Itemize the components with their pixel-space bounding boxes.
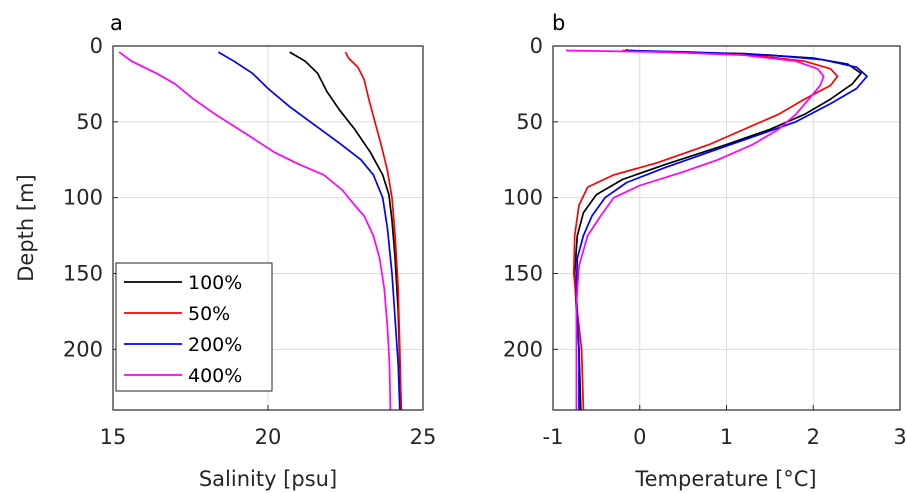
panel-a-salinity: 15 20 25 0 50 100 150 200 a Salinity [psu] Dept… [14, 11, 436, 491]
panel-b-series-50pct [572, 49, 839, 411]
panel-a-ytick-label: 0 [90, 34, 103, 58]
legend-label-100pct: 100% [188, 272, 242, 294]
panel-b-ticks: -1 0 1 2 3 0 50 100 150 200 [503, 34, 907, 449]
panel-b-xtick-label: 1 [720, 425, 733, 449]
panel-a-ylabel: Depth [m] [14, 174, 38, 281]
panel-b-xtick-label: 0 [633, 425, 646, 449]
panel-b-series-200pct [575, 49, 868, 410]
panel-a-ytick-label: 100 [63, 186, 103, 210]
panel-a-letter: a [110, 11, 123, 35]
panel-a-ytick-label: 50 [76, 110, 103, 134]
panel-a-series [118, 51, 403, 411]
legend-items: 100% 50% 200% 400% [124, 272, 242, 387]
panel-b-xtick-label: -1 [543, 425, 564, 449]
panel-a-ytick-label: 200 [63, 337, 103, 361]
panel-a-ticks: 15 20 25 0 50 100 150 200 [63, 34, 436, 449]
panel-b-xtick-label: 3 [893, 425, 906, 449]
panel-b-ytick-label: 150 [503, 262, 543, 286]
panel-b-ytick-label: 50 [516, 110, 543, 134]
legend-label-400pct: 400% [188, 365, 242, 387]
legend: 100% 50% 200% 400% [115, 262, 273, 392]
panel-b-ytick-label: 0 [530, 34, 543, 58]
panel-a-xtick-label: 20 [255, 425, 282, 449]
panel-b-series-400pct [565, 49, 825, 410]
panel-a-xtick-label: 25 [410, 425, 437, 449]
panel-b-ytick-label: 100 [503, 186, 543, 210]
panel-a-xtick-label: 15 [100, 425, 127, 449]
panel-a-series-50pct [344, 51, 403, 411]
panel-b-temperature: -1 0 1 2 3 0 50 100 150 200 b Temperature [°C] [503, 11, 907, 491]
panel-b-letter: b [552, 11, 565, 35]
legend-label-200pct: 200% [188, 334, 242, 356]
legend-label-50pct: 50% [188, 303, 230, 325]
panel-a-series-400pct [118, 51, 392, 411]
panel-b-series [565, 49, 868, 411]
panel-b-ytick-label: 200 [503, 337, 543, 361]
legend-box [115, 262, 273, 392]
panel-a-series-100pct [289, 51, 403, 411]
panel-a-xlabel: Salinity [psu] [199, 467, 337, 491]
panel-b-xlabel: Temperature [°C] [634, 467, 816, 491]
panel-a-series-200pct [217, 51, 401, 411]
panel-b-xtick-label: 2 [807, 425, 820, 449]
panel-a-ytick-label: 150 [63, 262, 103, 286]
